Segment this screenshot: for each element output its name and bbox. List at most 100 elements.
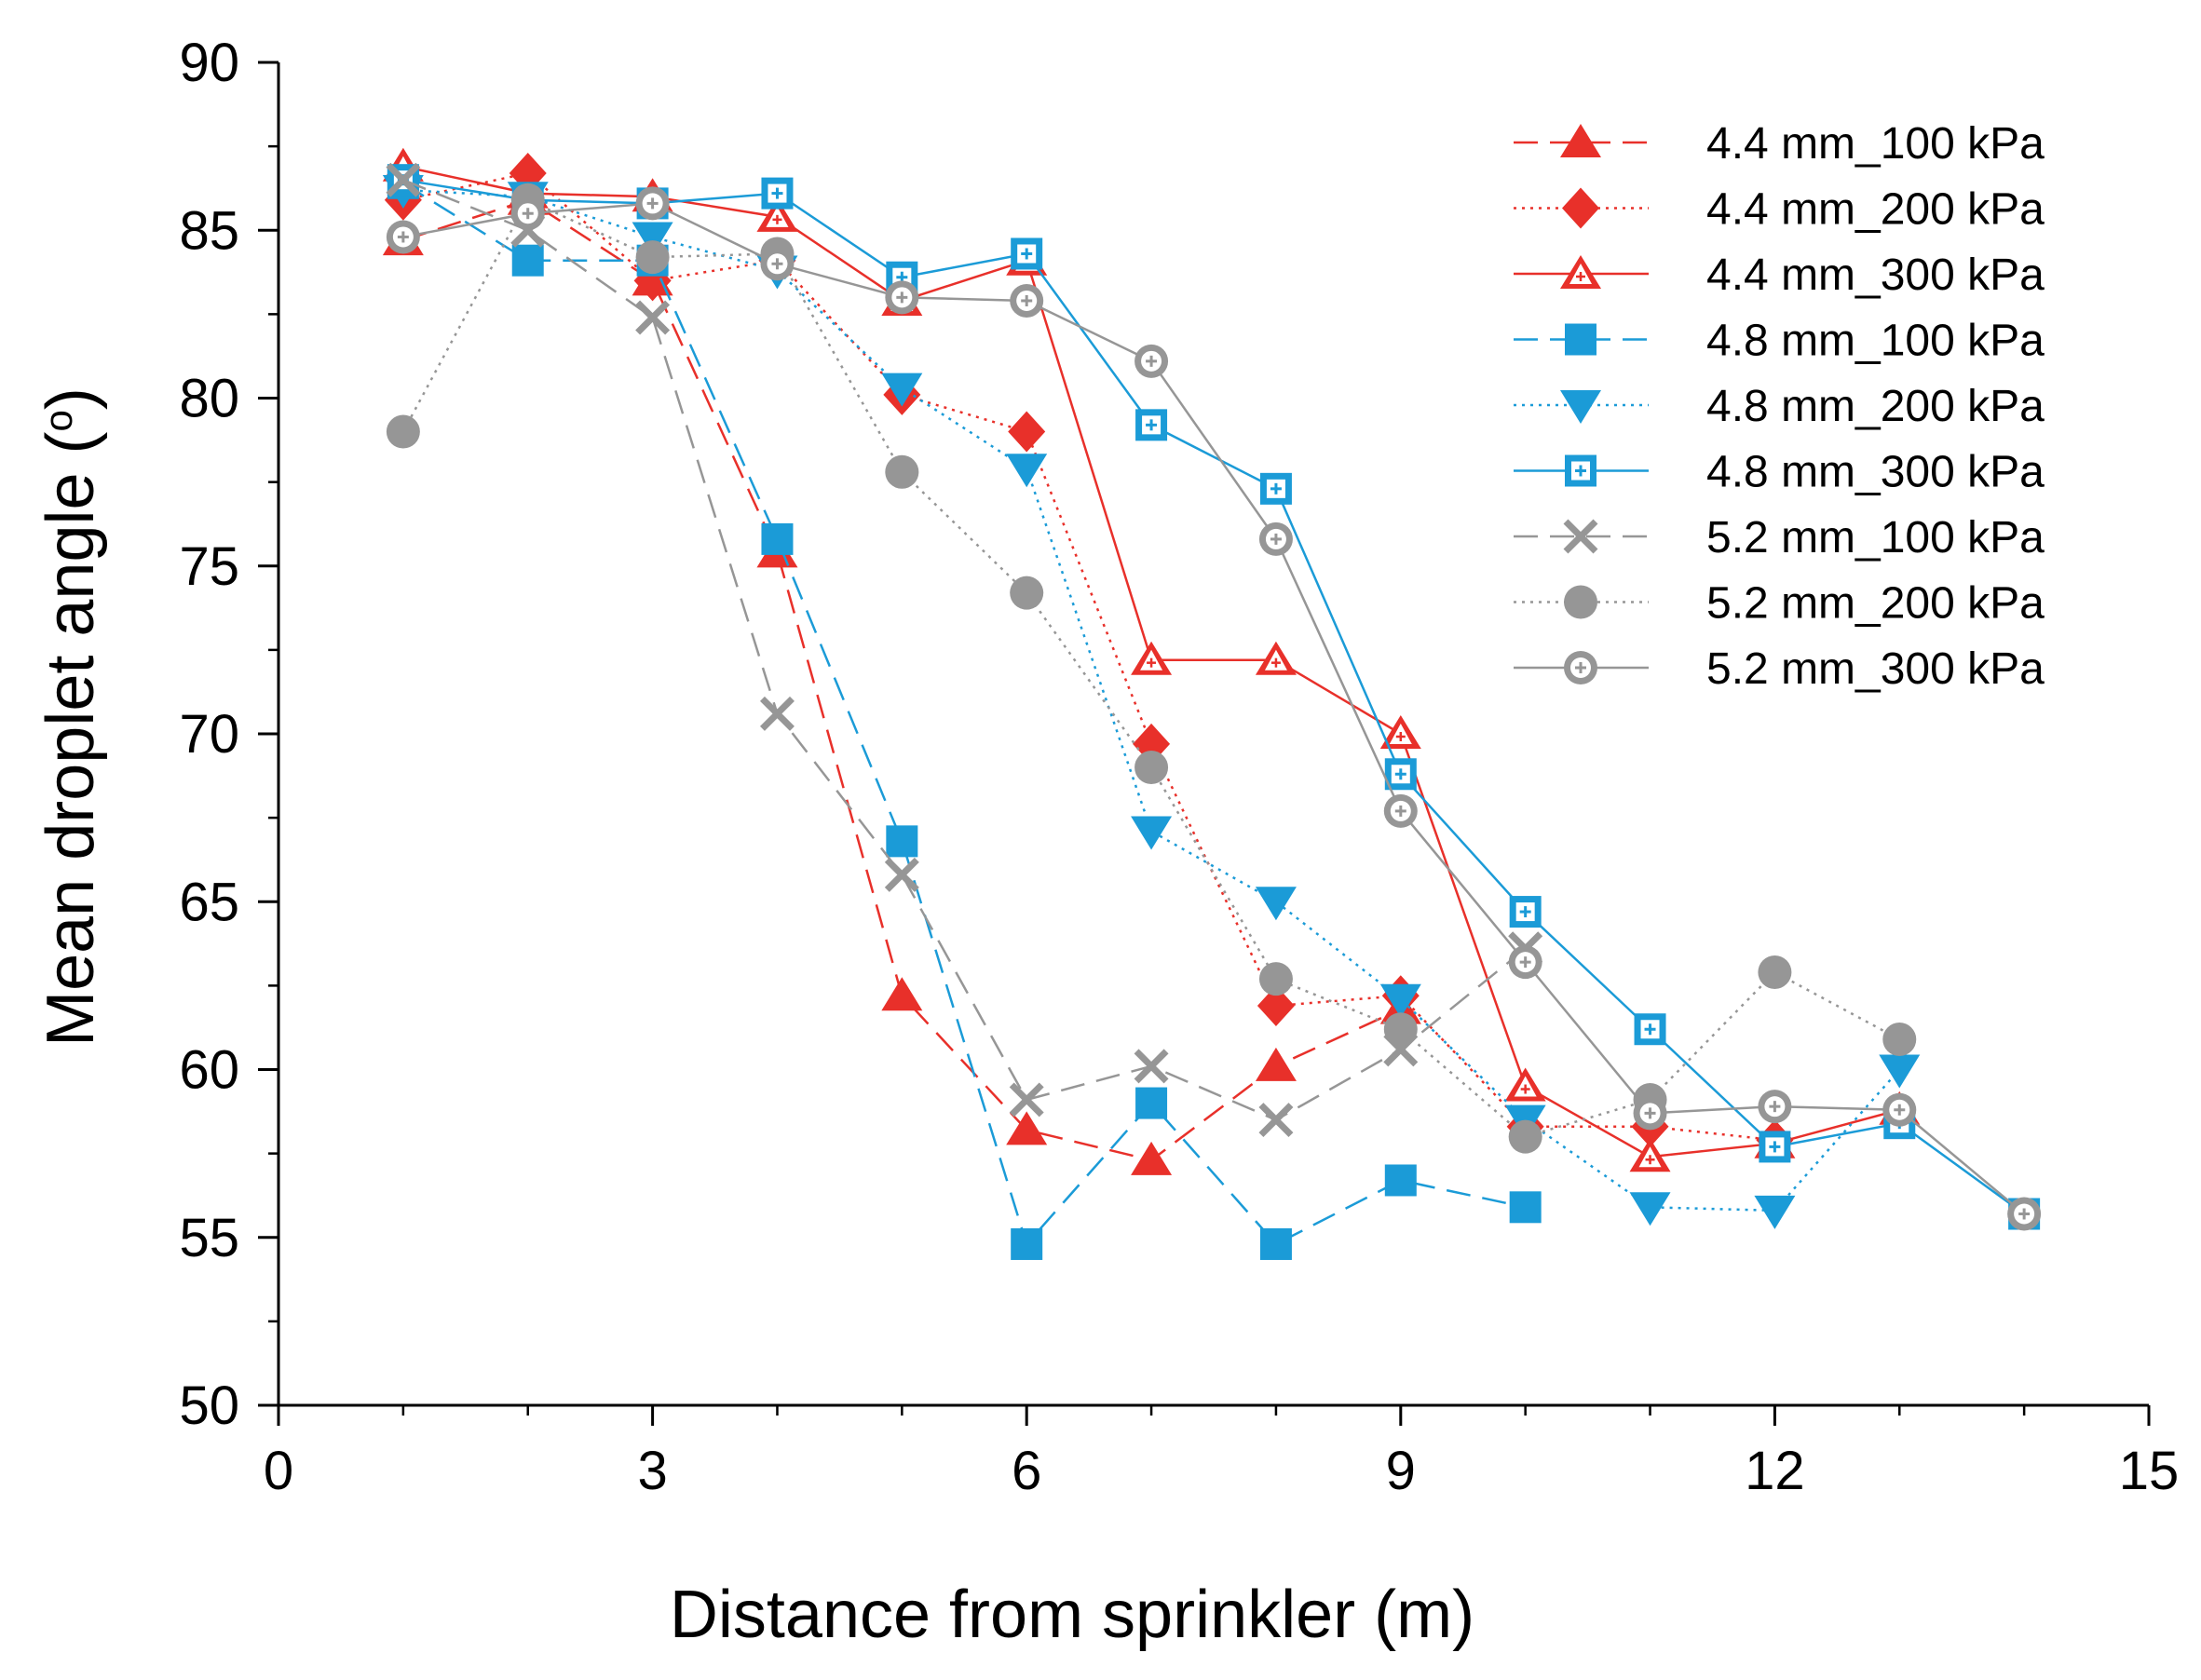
data-point <box>1131 816 1173 850</box>
data-point <box>1882 1023 1917 1057</box>
series-group <box>382 147 2042 1260</box>
x-axis-label: Distance from sprinkler (m) <box>670 1578 1474 1652</box>
data-point <box>759 696 795 731</box>
legend-label: 4.4 mm_100 kPa <box>1706 119 2045 169</box>
data-point <box>1879 1054 1921 1089</box>
data-point <box>1509 1191 1542 1224</box>
data-point <box>386 414 420 449</box>
data-point <box>1629 1138 1671 1172</box>
legend-entry: 4.8 mm_300 kPa <box>1514 448 2045 497</box>
data-point <box>1134 1049 1169 1084</box>
legend-label: 5.2 mm_100 kPa <box>1706 513 2045 562</box>
legend-label: 4.4 mm_300 kPa <box>1706 251 2045 300</box>
data-point <box>1379 715 1421 749</box>
data-point <box>1384 758 1417 791</box>
legend-entry: 5.2 mm_200 kPa <box>1514 579 2045 629</box>
data-point <box>1131 641 1173 675</box>
data-point <box>1504 1067 1546 1102</box>
legend-entry: 4.8 mm_200 kPa <box>1514 382 2045 431</box>
data-point <box>1255 1047 1297 1081</box>
legend-marker <box>1564 585 1597 619</box>
legend-marker <box>1565 454 1596 487</box>
data-point <box>1509 896 1542 928</box>
data-point <box>386 162 421 197</box>
data-point <box>881 977 923 1011</box>
y-axis-label: Mean droplet angle (o) <box>34 387 108 1047</box>
legend-label: 4.8 mm_200 kPa <box>1706 382 2045 431</box>
y-tick-label: 80 <box>179 369 239 429</box>
x-tick-label: 0 <box>264 1441 293 1501</box>
data-point <box>1882 1092 1917 1127</box>
data-point <box>1009 1082 1044 1118</box>
data-point <box>1383 1012 1418 1047</box>
axes: 0 3 6 9 12 15 50 55 60 65 70 75 80 85 90 <box>179 33 2179 1501</box>
data-point <box>1508 1119 1542 1154</box>
y-tick-label: 60 <box>179 1040 239 1101</box>
data-point <box>1379 983 1421 1018</box>
x-tick-label: 3 <box>637 1441 667 1501</box>
data-point <box>510 196 545 231</box>
data-point <box>1758 955 1792 989</box>
legend-label: 4.4 mm_200 kPa <box>1706 185 2045 235</box>
data-point <box>2007 1197 2042 1231</box>
data-point <box>635 240 670 275</box>
data-point <box>1258 522 1293 556</box>
data-point <box>1134 751 1169 785</box>
y-tick-label: 55 <box>179 1208 239 1268</box>
data-point <box>1258 962 1293 996</box>
legend: 4.4 mm_100 kPa 4.4 mm_200 kPa 4.4 mm_300 k… <box>1514 119 2045 694</box>
y-tick-label: 65 <box>179 872 239 932</box>
data-point <box>1135 1087 1168 1119</box>
legend-marker <box>1560 390 1601 424</box>
data-point <box>635 186 670 221</box>
data-point <box>760 247 795 281</box>
legend-marker <box>1562 187 1599 229</box>
data-point <box>1011 1227 1043 1260</box>
data-point <box>1383 793 1418 828</box>
data-point <box>761 177 794 210</box>
y-tick-label: 90 <box>179 33 239 93</box>
data-point <box>1634 1013 1666 1046</box>
x-tick-label: 9 <box>1386 1441 1416 1501</box>
legend-marker <box>1563 519 1598 554</box>
data-point <box>1134 344 1169 378</box>
data-point <box>885 454 919 489</box>
data-point <box>761 522 794 555</box>
data-point <box>1259 1227 1292 1260</box>
legend-marker <box>1560 255 1601 289</box>
legend-label: 4.8 mm_300 kPa <box>1706 448 2045 497</box>
data-point <box>885 280 919 315</box>
data-point <box>1006 454 1048 488</box>
y-tick-label: 70 <box>179 704 239 765</box>
y-axis-label-degree: o <box>36 410 80 431</box>
data-point <box>1508 945 1542 980</box>
data-point <box>881 373 923 407</box>
data-point <box>1759 1131 1791 1163</box>
data-point <box>1135 409 1168 441</box>
data-point <box>1258 1103 1294 1138</box>
legend-entry: 4.8 mm_100 kPa <box>1514 317 2045 366</box>
data-point <box>884 857 919 892</box>
legend-entry: 5.2 mm_100 kPa <box>1514 513 2045 562</box>
series-line <box>402 178 2025 1215</box>
legend-label: 5.2 mm_300 kPa <box>1706 644 2045 694</box>
data-point <box>1758 1090 1792 1124</box>
x-tick-label: 15 <box>2119 1441 2180 1501</box>
x-tick-label: 12 <box>1745 1441 1805 1501</box>
data-point <box>386 220 420 254</box>
data-point <box>1010 283 1044 318</box>
data-point <box>1255 641 1297 675</box>
data-point <box>632 222 673 256</box>
data-point <box>1384 1164 1417 1197</box>
y-tick-label: 85 <box>179 200 239 261</box>
legend-entry: 4.4 mm_100 kPa <box>1514 119 2045 169</box>
legend-entry: 5.2 mm_300 kPa <box>1514 644 2045 694</box>
series-9 <box>386 186 2042 1231</box>
series-line <box>402 202 2025 1215</box>
data-point <box>511 244 544 277</box>
data-point <box>756 197 798 232</box>
data-point <box>886 825 918 858</box>
legend-label: 4.8 mm_100 kPa <box>1706 317 2045 366</box>
